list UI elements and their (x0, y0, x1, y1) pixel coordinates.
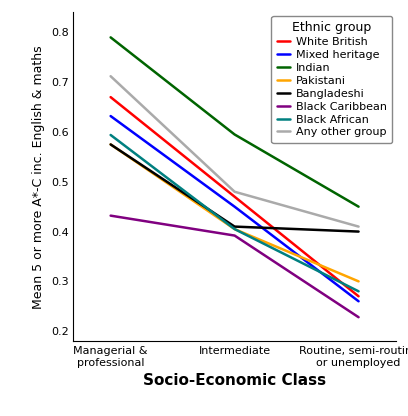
Y-axis label: Mean 5 or more A*-C inc. English & maths: Mean 5 or more A*-C inc. English & maths (32, 45, 45, 309)
Bangladeshi (108, 142, 113, 147)
White British (108, 94, 113, 99)
Line: Pakistani: Pakistani (111, 144, 359, 281)
Any other group (108, 74, 113, 79)
Black African (108, 132, 113, 137)
Mixed heritage (232, 204, 237, 209)
Indian (356, 204, 361, 209)
Any other group (356, 224, 361, 229)
Line: Black Caribbean: Black Caribbean (111, 215, 359, 317)
Line: Any other group: Any other group (111, 76, 359, 227)
Legend: White British, Mixed heritage, Indian, Pakistani, Bangladeshi, Black Caribbean, : White British, Mixed heritage, Indian, P… (271, 16, 392, 143)
Bangladeshi (232, 224, 237, 229)
X-axis label: Socio-Economic Class: Socio-Economic Class (143, 373, 326, 388)
Pakistani (232, 227, 237, 232)
Mixed heritage (356, 299, 361, 304)
Black Caribbean (356, 315, 361, 320)
Black Caribbean (108, 213, 113, 218)
Line: Indian: Indian (111, 37, 359, 207)
Bangladeshi (356, 229, 361, 234)
Black African (356, 289, 361, 294)
Line: Black African: Black African (111, 135, 359, 291)
Indian (108, 35, 113, 40)
Pakistani (356, 279, 361, 284)
White British (232, 194, 237, 199)
Black African (232, 227, 237, 232)
Mixed heritage (108, 114, 113, 119)
Any other group (232, 189, 237, 194)
Line: White British: White British (111, 97, 359, 296)
White British (356, 294, 361, 299)
Indian (232, 132, 237, 137)
Line: Mixed heritage: Mixed heritage (111, 116, 359, 301)
Black Caribbean (232, 233, 237, 238)
Pakistani (108, 142, 113, 147)
Line: Bangladeshi: Bangladeshi (111, 144, 359, 232)
